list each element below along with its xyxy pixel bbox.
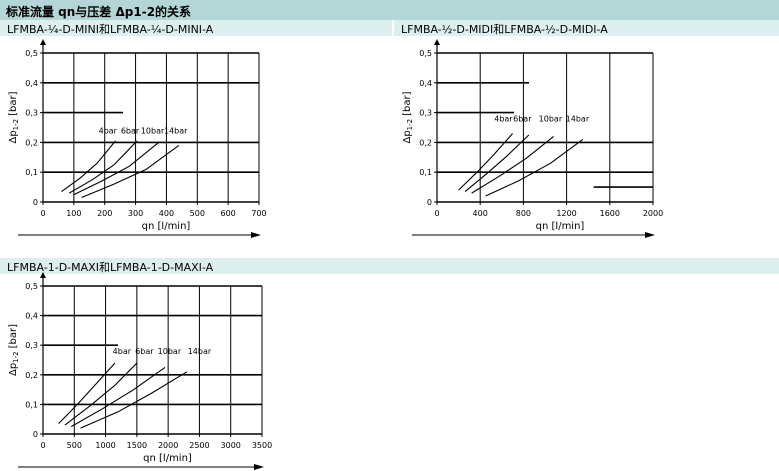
chart-midi: 0 400 800 1200 1600 2000 0 0,1 0,2 0,3 0,4 0,5 qn [l… xyxy=(402,39,663,238)
series-label-10bar: 10bar xyxy=(158,347,182,356)
x-tick-label: 1500 xyxy=(127,441,147,450)
series-label-6bar: 6bar xyxy=(513,115,532,124)
series-line-14bar xyxy=(81,144,180,199)
y-axis-label-sub: 1-2 xyxy=(12,351,20,362)
y-tick-label: 0,3 xyxy=(25,109,38,118)
x-tick-label: 500 xyxy=(67,441,82,450)
y-axis-label: Δp1-2 [bar] xyxy=(402,91,414,143)
y-axis-label-sub: 1-2 xyxy=(406,119,414,130)
x-axis-label: qn [l/min] xyxy=(142,221,191,232)
series-label-14bar: 14bar xyxy=(188,347,212,356)
x-tick-label: 500 xyxy=(190,209,205,218)
chart-title-bar-1: LFMBA-¼-D-MINI和LFMBA-¼-D-MINI-A xyxy=(0,20,392,36)
y-tick-label: 0,4 xyxy=(419,79,432,88)
y-axis-label-unit: [bar] xyxy=(8,324,19,348)
y-tick-label: 0,1 xyxy=(25,168,38,177)
y-tick-label: 0,1 xyxy=(25,400,38,409)
series-label-6bar: 6bar xyxy=(135,347,154,356)
y-tick-label: 0 xyxy=(427,198,432,207)
series-label-10bar: 10bar xyxy=(141,126,165,135)
x-tick-label: 400 xyxy=(159,209,174,218)
series-label-14bar: 14bar xyxy=(566,115,590,124)
series-label-4bar: 4bar xyxy=(113,347,132,356)
x-tick-label: 3000 xyxy=(221,441,241,450)
x-axis-label: qn [l/min] xyxy=(143,453,192,464)
series-line-4bar xyxy=(458,133,514,191)
series-label-4bar: 4bar xyxy=(494,115,513,124)
chart-title-bar-2: LFMBA-½-D-MIDI和LFMBA-½-D-MIDI-A xyxy=(394,20,779,36)
x-tick-label: 0 xyxy=(40,441,45,450)
series-label-6bar: 6bar xyxy=(121,126,140,135)
x-tick-label: 300 xyxy=(128,209,143,218)
page-title: 标准流量 qn与压差 Δp1-2的关系 xyxy=(6,5,192,19)
series-line-6bar xyxy=(464,134,530,193)
y-tick-label: 0,3 xyxy=(25,341,38,350)
series-line-4bar xyxy=(61,140,116,193)
y-tick-label: 0,4 xyxy=(25,79,38,88)
y-tick-label: 0,2 xyxy=(25,371,38,380)
chart-title-3: LFMBA-1-D-MAXI和LFMBA-1-D-MAXI-A xyxy=(7,261,214,274)
series-line-14bar xyxy=(80,371,188,429)
x-tick-label: 2500 xyxy=(189,441,209,450)
x-tick-label: 2000 xyxy=(643,209,663,218)
series-label-10bar: 10bar xyxy=(539,115,563,124)
chart-mini: 0 100 200 300 400 500 600 700 0 0,1 0,2 0,3 0,4 0,5 qn… xyxy=(8,39,267,238)
chart-title-1: LFMBA-¼-D-MINI和LFMBA-¼-D-MINI-A xyxy=(7,23,214,36)
y-axis-label-sub: 1-2 xyxy=(12,119,20,130)
x-tick-label: 700 xyxy=(251,209,266,218)
series-line-4bar xyxy=(58,362,116,424)
series-line-10bar xyxy=(73,141,160,196)
x-tick-label: 200 xyxy=(97,209,112,218)
x-tick-label: 100 xyxy=(66,209,81,218)
page-title-bar: 标准流量 qn与压差 Δp1-2的关系 xyxy=(0,0,779,20)
series-line-14bar xyxy=(485,138,584,197)
y-tick-label: 0,2 xyxy=(419,138,432,147)
y-axis-label-main: Δp xyxy=(402,130,413,143)
y-axis-label: Δp1-2 [bar] xyxy=(8,324,20,376)
y-axis-label-unit: [bar] xyxy=(8,91,19,115)
chart-title-bar-3: LFMBA-1-D-MAXI和LFMBA-1-D-MAXI-A xyxy=(0,258,779,274)
x-axis-arrowhead xyxy=(251,232,261,238)
x-tick-label: 0 xyxy=(434,209,439,218)
series-line-10bar xyxy=(70,366,166,428)
y-tick-label: 0,4 xyxy=(25,312,38,321)
x-tick-label: 1200 xyxy=(556,209,576,218)
y-tick-label: 0 xyxy=(33,198,38,207)
x-tick-label: 3500 xyxy=(252,441,272,450)
y-axis-arrowhead xyxy=(40,272,46,278)
x-tick-label: 1600 xyxy=(600,209,620,218)
x-axis-arrowhead xyxy=(254,464,264,470)
y-tick-label: 0,5 xyxy=(419,49,432,58)
series-label-14bar: 14bar xyxy=(164,126,188,135)
y-axis-arrowhead xyxy=(434,39,440,45)
y-axis-label-main: Δp xyxy=(8,130,19,143)
x-tick-label: 400 xyxy=(473,209,488,218)
chart-maxi: 0 500 1000 1500 2000 2500 3000 3500 0 0,1 0,2 0,3 0,… xyxy=(8,272,272,470)
y-tick-label: 0,5 xyxy=(25,49,38,58)
x-tick-label: 2000 xyxy=(158,441,178,450)
y-axis-label-main: Δp xyxy=(8,363,19,376)
y-tick-label: 0,1 xyxy=(419,168,432,177)
series-line-6bar xyxy=(64,362,138,426)
chart-title-2: LFMBA-½-D-MIDI和LFMBA-½-D-MIDI-A xyxy=(401,23,608,36)
y-tick-label: 0,2 xyxy=(25,138,38,147)
series-line-6bar xyxy=(68,140,138,194)
y-tick-label: 0,5 xyxy=(25,282,38,291)
series-line-10bar xyxy=(471,135,554,194)
y-tick-label: 0 xyxy=(33,430,38,439)
series-label-4bar: 4bar xyxy=(99,126,118,135)
x-axis-label: qn [l/min] xyxy=(536,221,585,232)
y-axis-arrowhead xyxy=(40,39,46,45)
x-axis-arrowhead xyxy=(645,232,655,238)
x-tick-label: 800 xyxy=(516,209,531,218)
x-tick-label: 1000 xyxy=(95,441,115,450)
x-tick-label: 600 xyxy=(221,209,236,218)
x-tick-label: 0 xyxy=(40,209,45,218)
y-axis-label: Δp1-2 [bar] xyxy=(8,91,20,143)
y-tick-label: 0,3 xyxy=(419,109,432,118)
y-axis-label-unit: [bar] xyxy=(402,91,413,115)
